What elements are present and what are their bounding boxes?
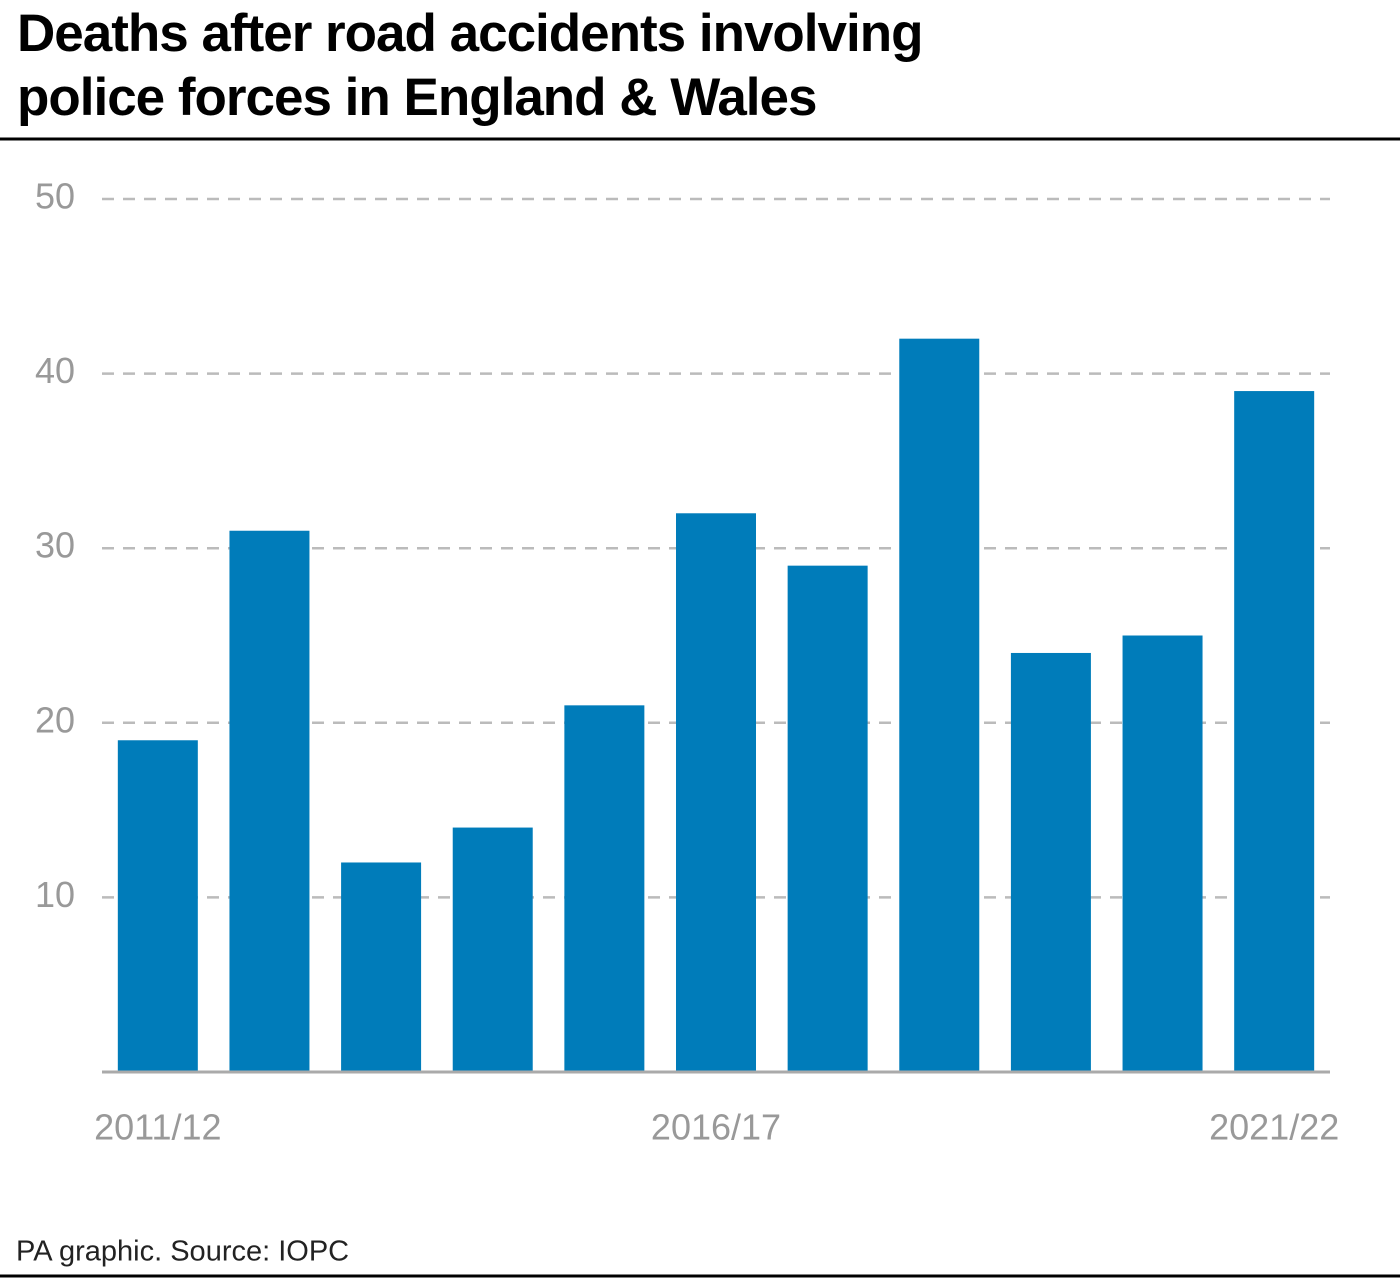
bar	[117, 740, 198, 1072]
bar	[564, 705, 645, 1072]
x-tick-label: 2011/12	[94, 1107, 221, 1148]
bar	[341, 862, 422, 1072]
y-tick-label: 50	[35, 176, 75, 217]
bar	[1010, 652, 1091, 1072]
bar	[452, 827, 533, 1072]
bar	[229, 530, 310, 1072]
bar	[787, 565, 868, 1072]
source: PA graphic. Source: IOPC	[16, 1236, 349, 1268]
bar	[899, 338, 980, 1072]
y-tick-label: 20	[35, 699, 75, 740]
x-tick-label: 2021/22	[1209, 1107, 1339, 1148]
y-tick-label: 30	[35, 525, 75, 566]
bar	[1234, 391, 1315, 1072]
y-tick-label: 10	[35, 874, 75, 915]
bar	[1122, 635, 1203, 1072]
chart-title: Deaths after road accidents involving po…	[17, 4, 923, 127]
y-tick-label: 40	[35, 350, 75, 391]
bar	[676, 513, 756, 1072]
x-tick-label: 2016/17	[651, 1107, 781, 1148]
